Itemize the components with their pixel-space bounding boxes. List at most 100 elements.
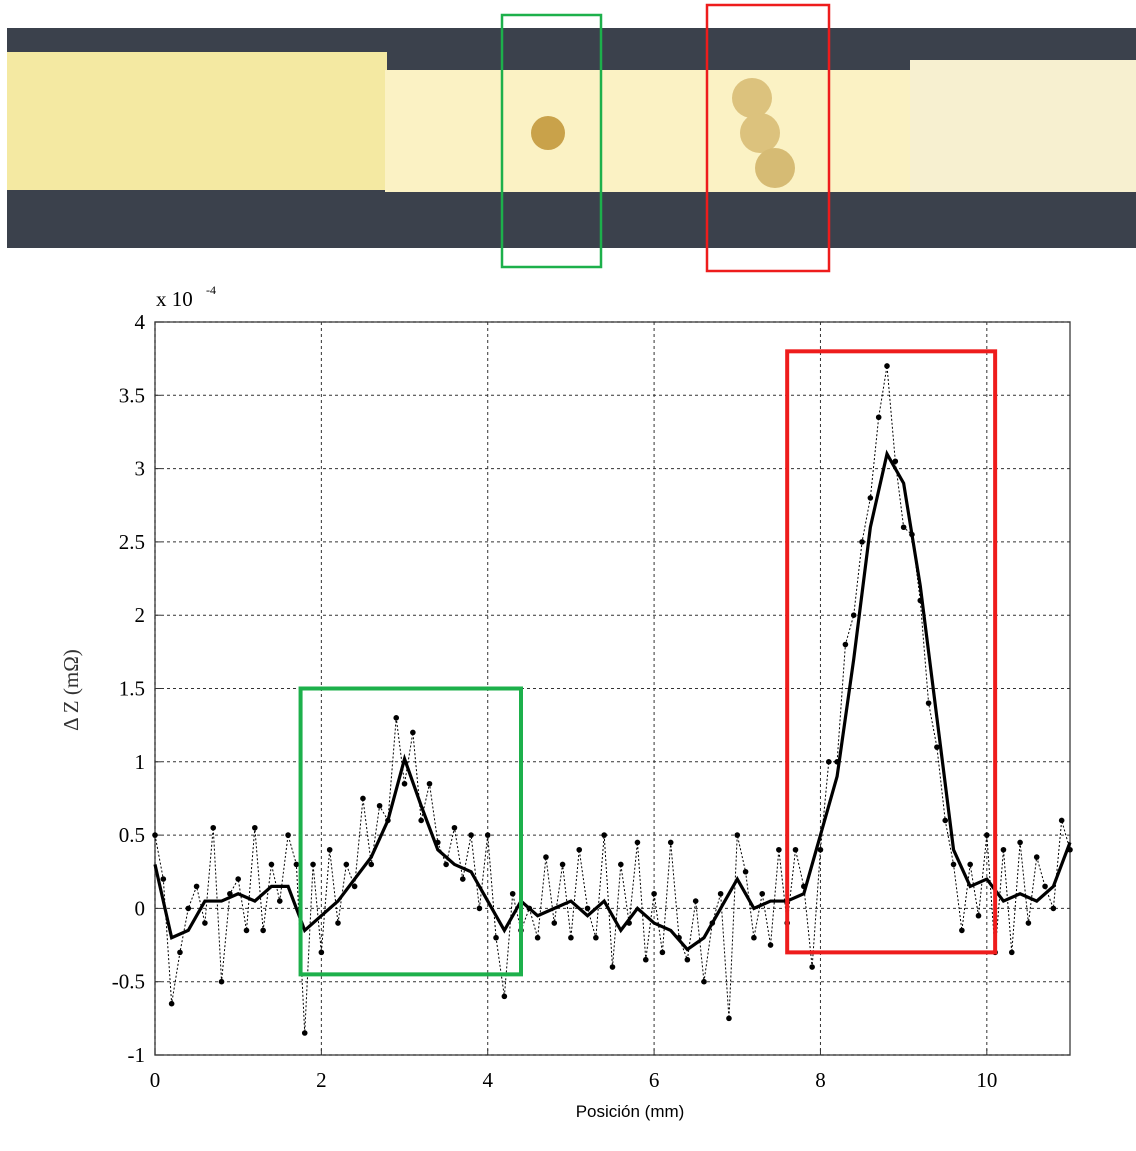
y-multiplier: x 10 [156,287,193,311]
data-point [959,927,965,934]
data-point [218,978,225,985]
data-point [950,861,957,868]
data-point [1025,920,1032,926]
highlight-region [785,349,998,955]
data-point [726,1015,732,1022]
photo-highlight [500,13,603,269]
data-point [817,846,824,853]
data-point [193,883,200,890]
data-point [260,927,266,934]
x-tick-label: 2 [316,1068,327,1092]
data-point [1042,883,1048,890]
data-point [601,832,607,838]
data-point [1033,854,1040,860]
data-point [318,949,325,956]
data-point [468,832,474,838]
data-point [559,861,566,868]
data-point [692,898,699,904]
data-point [202,920,208,926]
data-line [153,449,1072,952]
data-point [310,861,316,868]
data-point [393,715,400,721]
data-point [410,729,416,736]
data-point [160,876,167,882]
data-point [301,1030,308,1036]
data-point [459,876,466,882]
data-point [1017,839,1023,846]
data-point [210,824,217,831]
photo [7,3,1136,273]
data-point [825,759,832,765]
data-point [276,898,283,904]
data-point [875,414,882,421]
data-point [168,1000,175,1007]
data-point [942,817,949,824]
data-point [651,890,657,897]
data-point [376,802,383,809]
data-point [867,495,874,501]
data-point [584,905,591,912]
data-point [476,905,483,912]
data-point [268,861,275,868]
data-point [742,868,749,875]
data-point [568,934,574,941]
data-point [659,949,666,956]
y-multiplier-exponent: -4 [206,283,216,297]
highlight-region [298,686,523,977]
data-point [493,934,499,941]
data-point [809,964,815,970]
strip [385,70,915,192]
data-point [351,883,358,890]
data-point [177,949,183,956]
data-point [734,832,741,838]
data-point [842,641,849,648]
data-point [884,363,890,369]
data-point [293,861,300,868]
data-point [767,942,774,948]
data-point [1000,846,1007,853]
data-point [609,964,616,970]
data-point [642,956,649,963]
y-tick-label: 0.5 [119,823,145,847]
data-point [634,839,641,846]
data-point [934,744,940,750]
data-point [984,832,990,838]
data-point [426,780,433,787]
foam-left [7,52,387,190]
data-point [185,905,192,912]
data-point [152,832,158,838]
data-point [418,817,424,824]
data-point [360,795,366,802]
data-point [892,458,899,465]
spot [531,116,565,150]
data-point [850,612,857,618]
data-point [667,839,674,846]
x-tick-label: 10 [976,1068,997,1092]
data-point [368,861,375,868]
spot [732,78,772,118]
y-tick-label: 2.5 [119,530,145,554]
data-point [285,832,291,838]
x-tick-label: 8 [815,1068,826,1092]
data-point [717,890,724,897]
y-tick-label: 2 [135,603,146,627]
data-point [967,861,973,868]
x-tick-label: 6 [649,1068,660,1092]
foam-right [910,60,1136,192]
data-point [1050,905,1057,912]
data-point [484,832,491,838]
data-point [925,700,932,706]
data-point [235,876,241,882]
data-point [759,890,766,897]
y-axis-label: Δ Z (mΩ) [59,649,83,731]
y-tick-label: 4 [135,310,146,334]
y-tick-label: 3.5 [119,383,145,407]
photo-highlight [705,3,831,273]
data-point [751,934,757,941]
data-point [1058,817,1065,824]
data-point [509,890,516,897]
data-point [684,956,691,963]
data-point [401,780,408,787]
data-point [335,920,341,926]
